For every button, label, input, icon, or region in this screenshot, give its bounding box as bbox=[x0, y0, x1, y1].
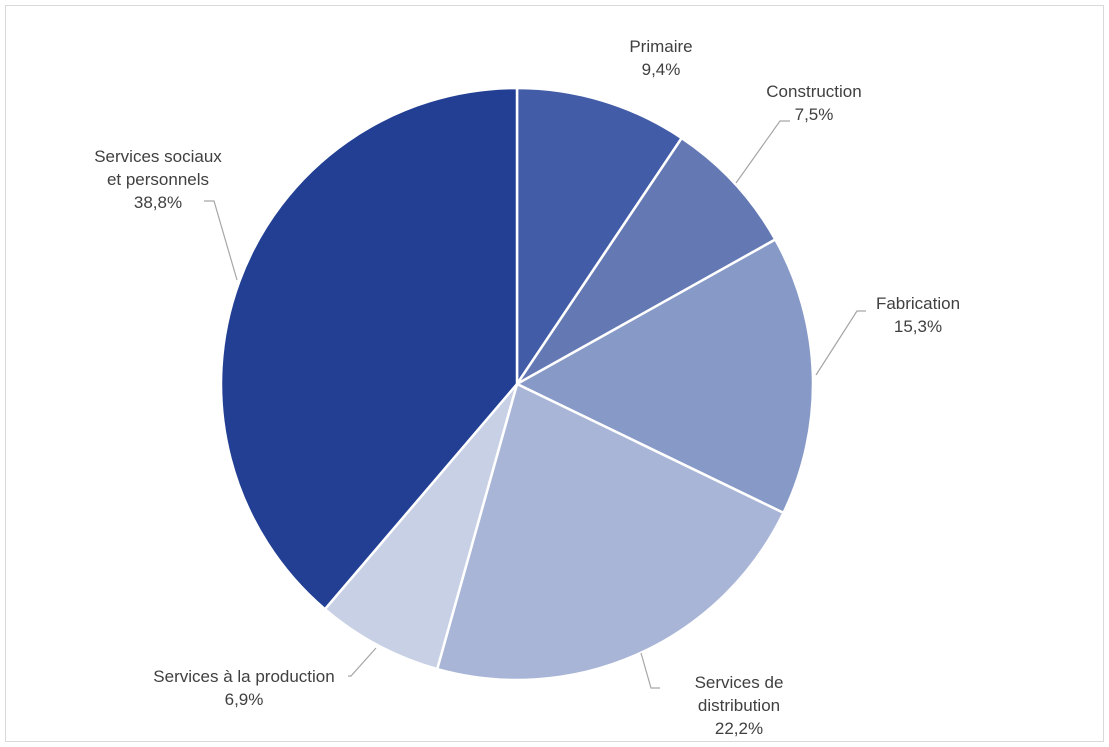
pie-slice-primaire bbox=[515, 86, 684, 389]
slice-value-label: 38,8% bbox=[134, 193, 182, 212]
leader-line bbox=[640, 652, 660, 689]
slice-value-label: 9,4% bbox=[642, 60, 681, 79]
slice-label: Construction 7,5% bbox=[766, 82, 861, 124]
slice-value-label: 22,2% bbox=[715, 719, 763, 738]
slice-value-label: 15,3% bbox=[894, 317, 942, 336]
slice-label: Services à la production 6,9% bbox=[153, 667, 334, 709]
slice-category-label: Services à la production bbox=[153, 667, 334, 686]
slice-category-label: Construction bbox=[766, 82, 861, 101]
slice-label: Primaire 9,4% bbox=[629, 37, 692, 79]
slice-category-label: Services de bbox=[695, 673, 784, 692]
leader-line bbox=[348, 647, 377, 677]
leader-line bbox=[204, 200, 238, 281]
chart-frame bbox=[5, 5, 1104, 742]
pie-slice-fabrication bbox=[514, 237, 815, 515]
pie-slice-services-la-production bbox=[323, 383, 519, 671]
slice-label: Services sociaux et personnels 38,8% bbox=[94, 147, 222, 212]
slice-category-label: Primaire bbox=[629, 37, 692, 56]
slice-label: Fabrication 15,3% bbox=[876, 294, 960, 336]
slice-label: Services de distribution 22,2% bbox=[695, 673, 784, 738]
pie-slice-construction bbox=[515, 136, 778, 386]
slice-category-label: et personnels bbox=[107, 170, 209, 189]
slice-value-label: 7,5% bbox=[795, 105, 834, 124]
slice-category-label: Services sociaux bbox=[94, 147, 222, 166]
slice-category-label: distribution bbox=[698, 696, 780, 715]
leader-line bbox=[735, 120, 790, 184]
leader-line bbox=[815, 310, 866, 376]
slice-value-label: 6,9% bbox=[225, 690, 264, 709]
pie-slice-services-sociaux-et-personnels bbox=[219, 86, 519, 611]
slice-category-label: Fabrication bbox=[876, 294, 960, 313]
pie-slice-services-de-distribution bbox=[435, 382, 786, 682]
